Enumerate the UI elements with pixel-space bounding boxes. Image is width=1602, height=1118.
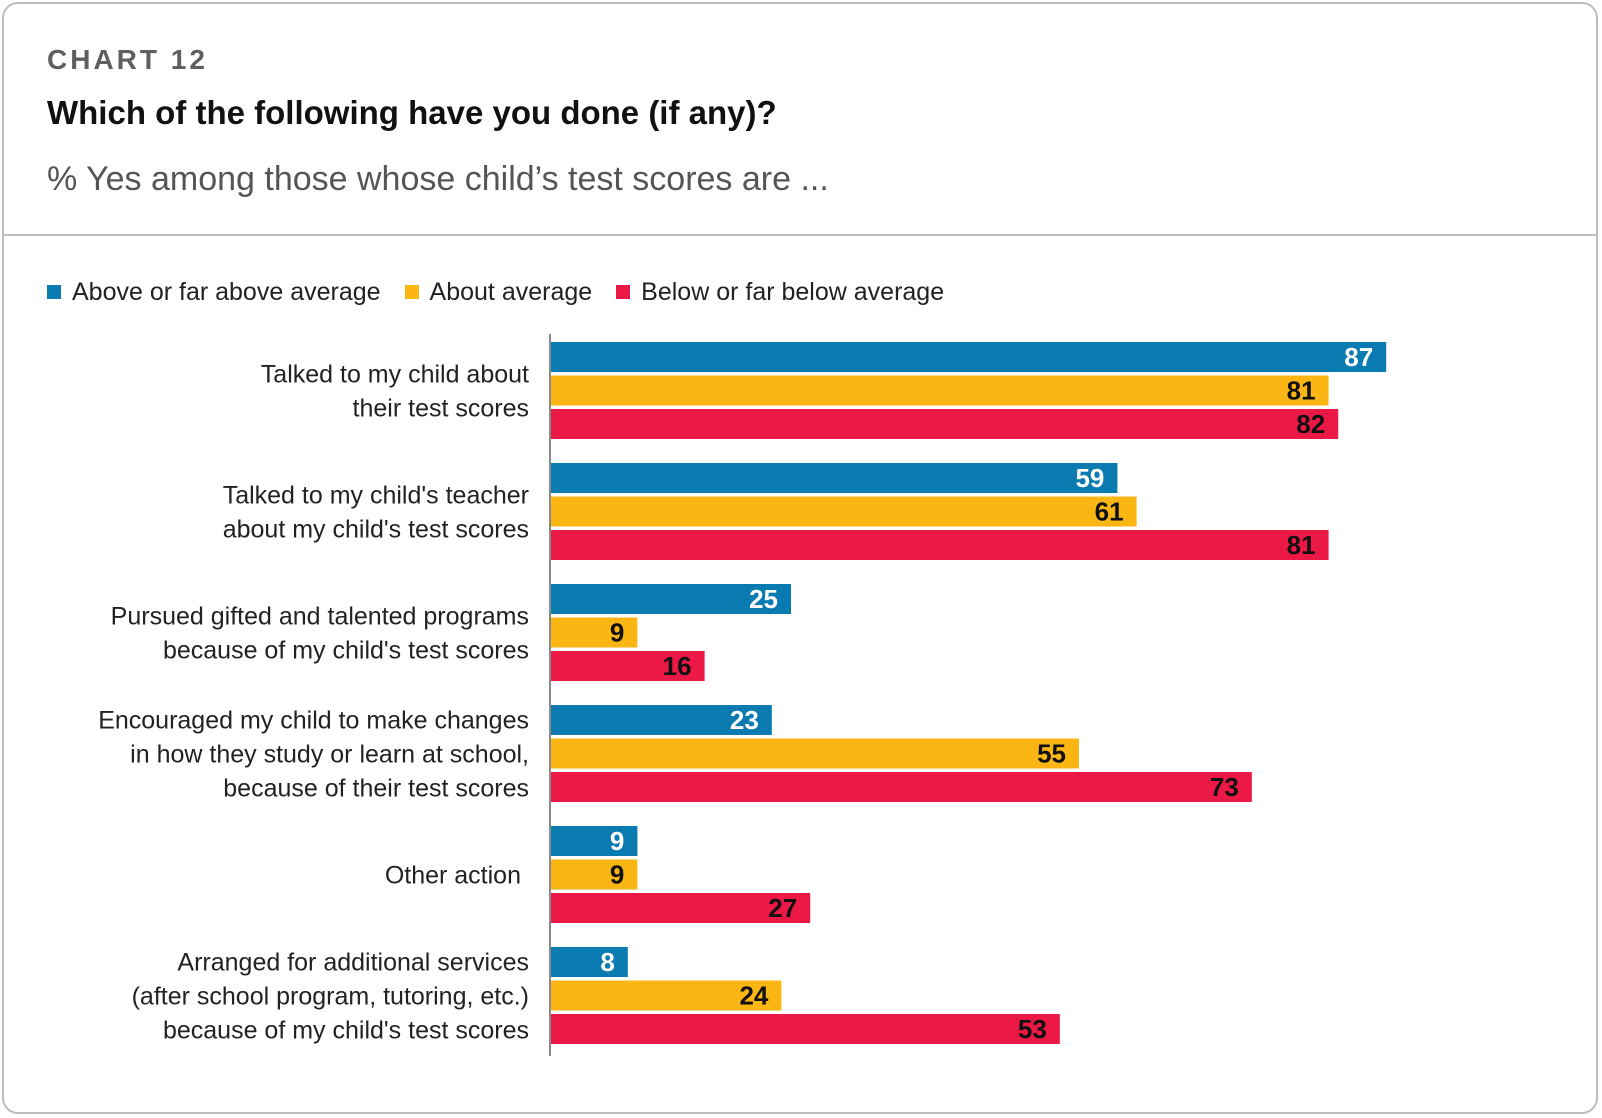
legend-item-above-average: Above or far above average <box>47 278 381 307</box>
bar-above-or-far-above-average <box>551 463 1118 493</box>
data-label: 9 <box>610 860 624 890</box>
data-label: 9 <box>610 618 624 648</box>
data-label: 81 <box>1287 530 1316 560</box>
chart-title: Which of the following have you done (if… <box>47 94 777 131</box>
legend-swatch-below-average <box>616 285 631 299</box>
legend-label-above-average: Above or far above average <box>72 277 381 306</box>
legend-swatch-about-average <box>404 285 419 299</box>
data-label: 23 <box>730 705 759 735</box>
category-label: Other action <box>385 862 521 890</box>
bar-above-or-far-above-average <box>551 826 638 856</box>
data-label: 16 <box>663 651 692 681</box>
chart-legend: Above or far above average About average… <box>47 276 968 308</box>
data-label: 27 <box>768 893 797 923</box>
bar-about-average <box>551 738 1079 769</box>
bar-below-or-far-below-average <box>551 1014 1060 1044</box>
legend-item-below-average: Below or far below average <box>616 278 944 307</box>
category-label: Pursued gifted and talented programs beca… <box>111 603 529 665</box>
bar-about-average <box>551 859 638 890</box>
category-label: Talked to my child about their test score… <box>261 361 529 423</box>
bar-below-or-far-below-average <box>551 772 1252 802</box>
data-label: 59 <box>1075 463 1104 493</box>
chart-number: CHART 12 <box>47 44 208 75</box>
legend-label-about-average: About average <box>429 277 593 306</box>
bar-above-or-far-above-average <box>551 584 791 614</box>
bar-below-or-far-below-average <box>551 530 1329 560</box>
data-label: 53 <box>1018 1014 1047 1044</box>
bar-above-or-far-above-average <box>551 342 1387 372</box>
bar-about-average <box>551 375 1329 406</box>
data-label: 55 <box>1037 739 1066 769</box>
bar-below-or-far-below-average <box>551 651 705 681</box>
bar-above-or-far-above-average <box>551 947 628 977</box>
bar-about-average <box>551 980 782 1011</box>
bar-above-or-far-above-average <box>551 705 772 735</box>
data-label: 73 <box>1210 772 1239 802</box>
bar-chart: Talked to my child about their test score… <box>98 334 1387 1056</box>
legend-swatch-above-average <box>47 285 61 299</box>
category-label: Arranged for additional services (after s… <box>132 949 529 1045</box>
bar-about-average <box>551 617 638 648</box>
data-label: 9 <box>610 826 624 856</box>
category-label: Talked to my child's teacher about my chi… <box>223 482 529 544</box>
chart-header: CHART 12 Which of the following have you… <box>4 4 1596 236</box>
chart-subtitle: % Yes among those whose child’s test sco… <box>47 160 829 198</box>
legend-item-about-average: About average <box>404 277 593 307</box>
data-label: 61 <box>1095 497 1124 527</box>
data-label: 24 <box>739 981 768 1011</box>
bar-below-or-far-below-average <box>551 409 1339 439</box>
data-label: 81 <box>1287 376 1316 406</box>
bar-below-or-far-below-average <box>551 893 811 923</box>
data-label: 8 <box>600 947 614 977</box>
legend-label-below-average: Below or far below average <box>641 277 945 306</box>
data-label: 87 <box>1344 342 1373 372</box>
data-label: 82 <box>1296 409 1325 439</box>
bar-about-average <box>551 496 1137 527</box>
data-label: 25 <box>749 584 778 614</box>
category-label: Encouraged my child to make changes in ho… <box>98 707 529 803</box>
